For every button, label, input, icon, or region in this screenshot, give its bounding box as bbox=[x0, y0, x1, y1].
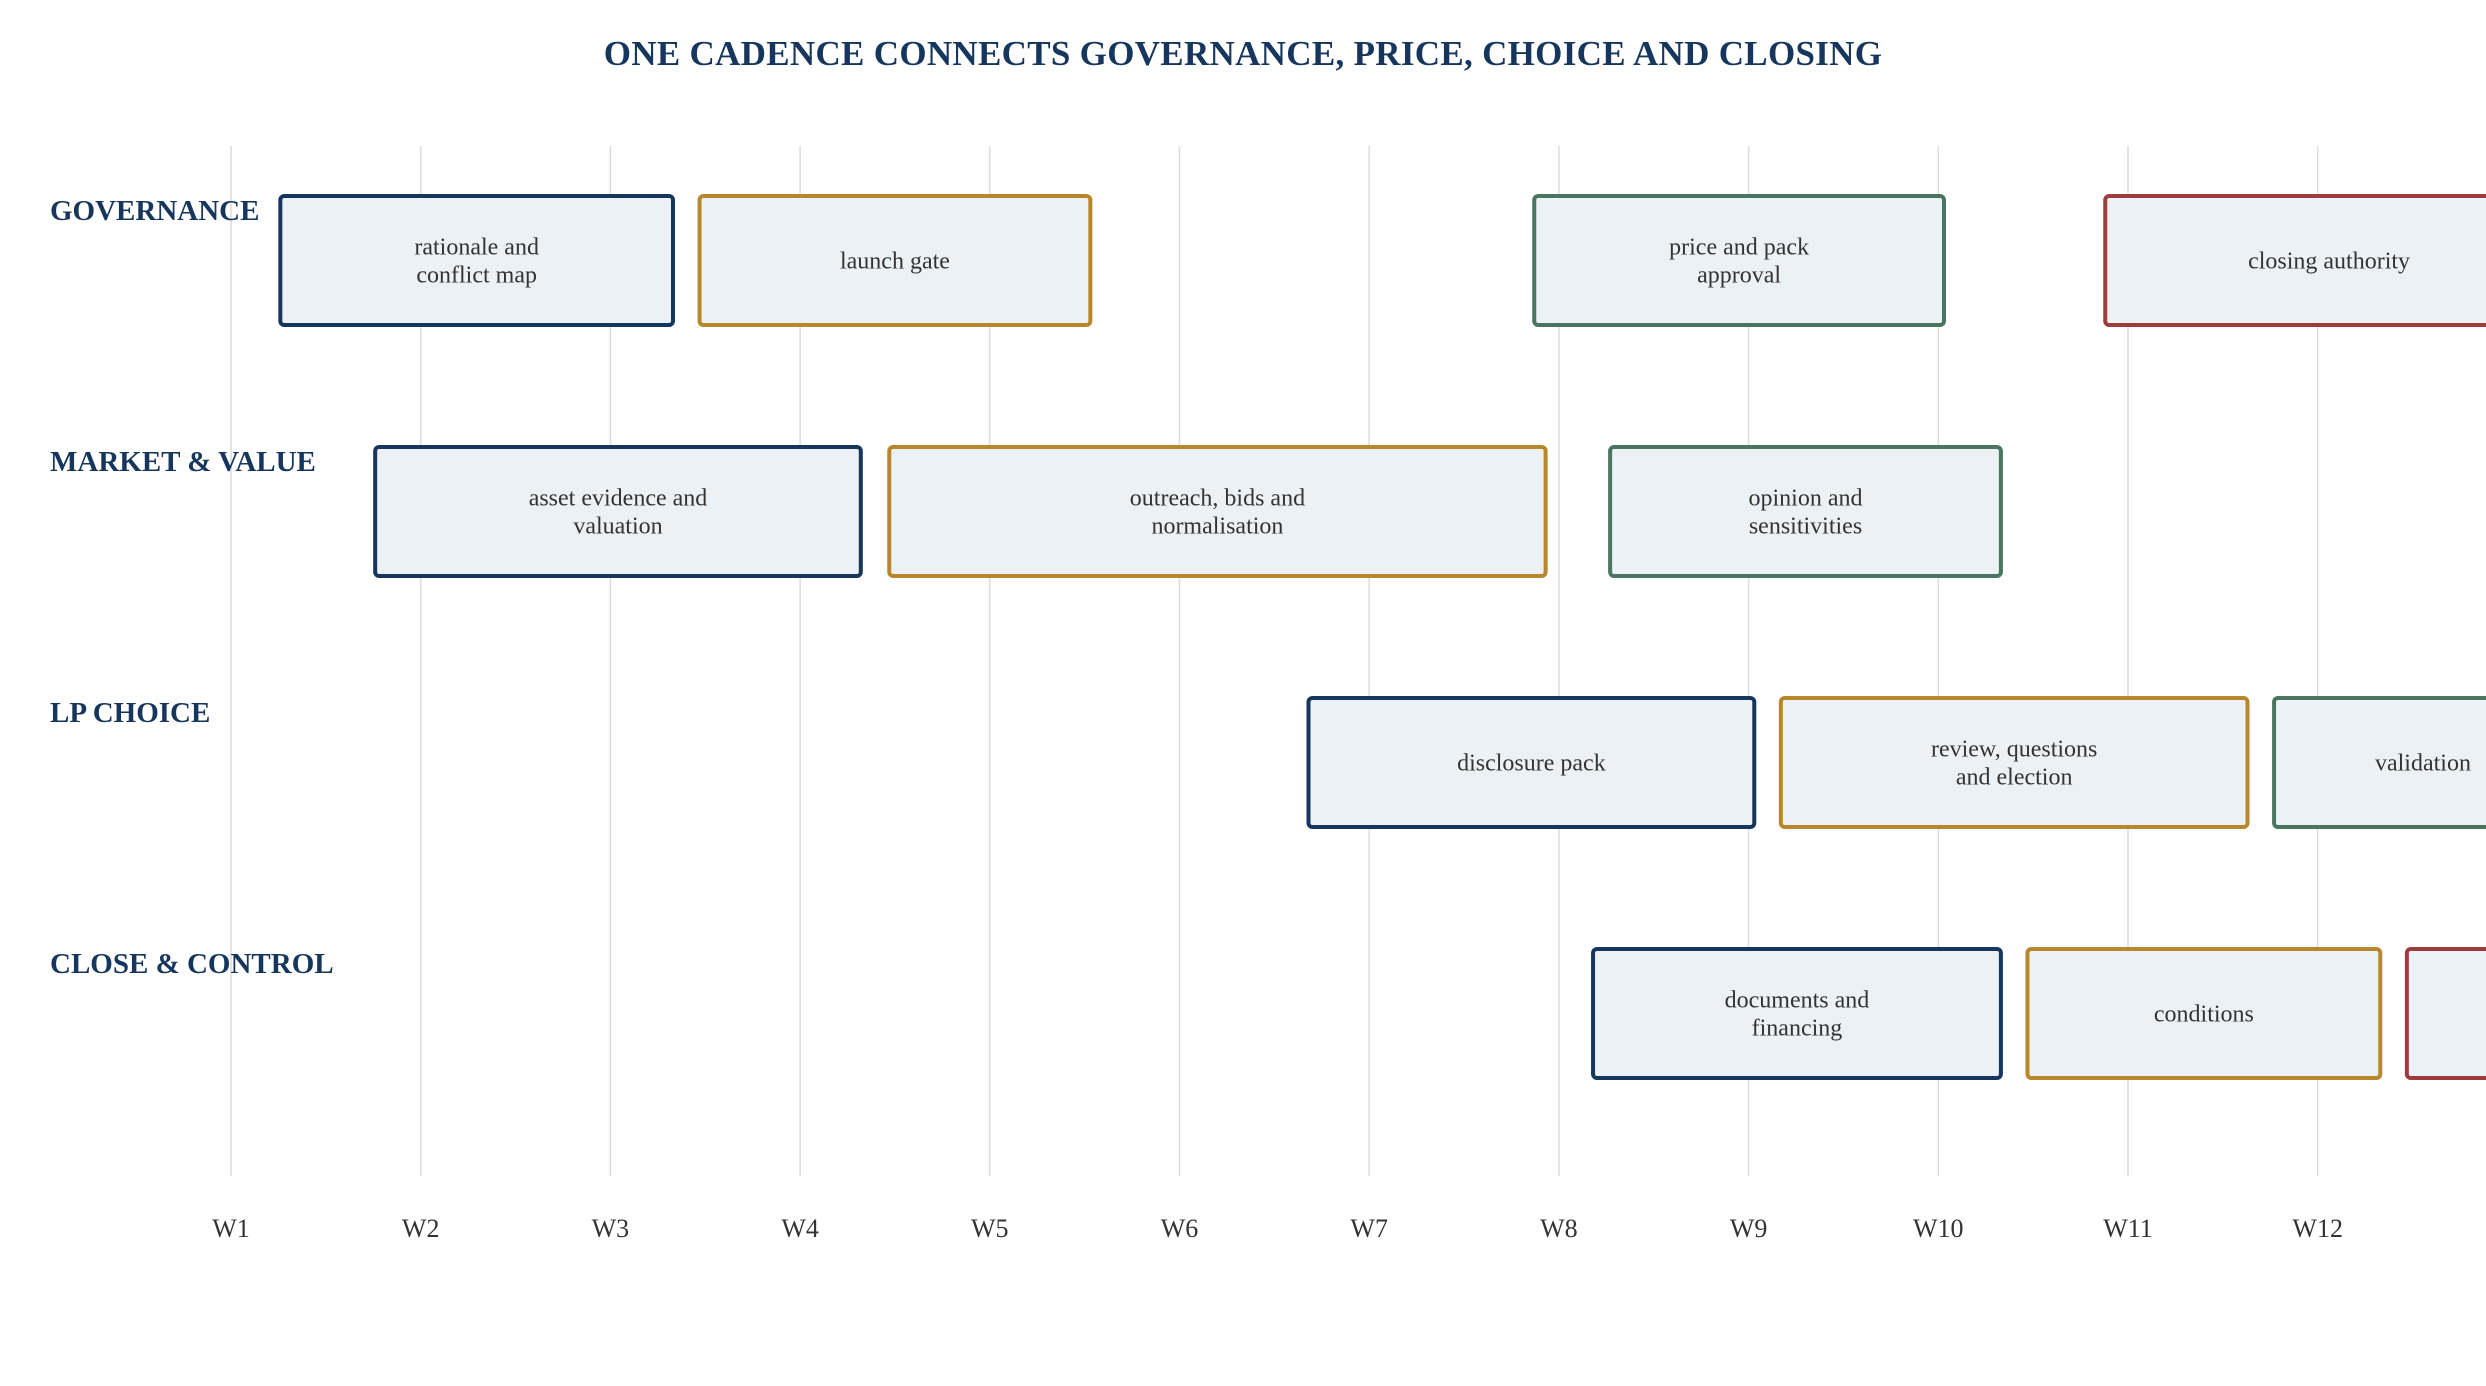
phase-box-frame bbox=[697, 194, 1093, 327]
week-label: W9 bbox=[1730, 1214, 1768, 1243]
phase-box-label: outreach, bids and bbox=[1130, 486, 1305, 512]
lane-label: CLOSE & CONTROL bbox=[50, 948, 334, 980]
week-label: W11 bbox=[2103, 1214, 2153, 1243]
phase-box: validation bbox=[2272, 696, 2486, 829]
phase-box-label: price and pack bbox=[1669, 235, 1809, 261]
phase-box-label: conflict map bbox=[416, 263, 537, 289]
week-label: W3 bbox=[592, 1214, 630, 1243]
phase-box-frame bbox=[1778, 696, 2250, 829]
phase-box-label: launch gate bbox=[840, 249, 950, 275]
lane-label: GOVERNANCE bbox=[50, 195, 259, 227]
phase-box-label: disclosure pack bbox=[1457, 751, 1606, 777]
phase-box: conditions bbox=[2025, 947, 2383, 1080]
week-label: W6 bbox=[1161, 1214, 1199, 1243]
week-label: W10 bbox=[1913, 1214, 1964, 1243]
phase-box: closing authority bbox=[2103, 194, 2486, 327]
phase-box-frame bbox=[1608, 445, 2003, 578]
phase-box-frame bbox=[2404, 947, 2486, 1080]
phase-box-label: documents and bbox=[1725, 988, 1870, 1014]
phase-box-frame bbox=[373, 445, 863, 578]
chart-title: ONE CADENCE CONNECTS GOVERNANCE, PRICE, … bbox=[603, 34, 1883, 73]
phase-box-label: and election bbox=[1956, 765, 2073, 791]
phase-box-label: closing authority bbox=[2248, 249, 2410, 275]
week-label: W5 bbox=[971, 1214, 1009, 1243]
lane-label: MARKET & VALUE bbox=[50, 446, 316, 478]
phase-box: disclosure pack bbox=[1306, 696, 1757, 829]
week-label: W2 bbox=[402, 1214, 440, 1243]
week-label: W4 bbox=[781, 1214, 819, 1243]
phase-box-frame bbox=[278, 194, 676, 327]
phase-box-frame bbox=[1591, 947, 2003, 1080]
phase-box-label: normalisation bbox=[1151, 514, 1283, 540]
week-label: W12 bbox=[2292, 1214, 2343, 1243]
phase-box-frame bbox=[2025, 947, 2383, 1080]
phase-box-label: rationale and bbox=[414, 235, 539, 261]
phase-box-label: asset evidence and bbox=[529, 486, 708, 512]
phase-box-label: sensitivities bbox=[1749, 514, 1862, 540]
phase-box-label: financing bbox=[1752, 1016, 1843, 1042]
phase-box: launch gate bbox=[697, 194, 1093, 327]
phase-box-frame bbox=[1532, 194, 1946, 327]
phase-box-frame bbox=[1306, 696, 1757, 829]
phase-box-frame bbox=[887, 445, 1548, 578]
week-label: W8 bbox=[1540, 1214, 1578, 1243]
phase-box-label: valuation bbox=[573, 514, 662, 540]
phase-box-label: validation bbox=[2375, 751, 2471, 777]
phase-box-frame bbox=[2272, 696, 2486, 829]
phase-box-label: review, questions bbox=[1931, 737, 2097, 763]
phase-box-label: opinion and bbox=[1749, 486, 1863, 512]
phase-box-frame bbox=[2103, 194, 2486, 327]
week-label: W1 bbox=[212, 1214, 250, 1243]
week-label: W7 bbox=[1350, 1214, 1388, 1243]
lane-label: LP CHOICE bbox=[50, 697, 210, 729]
phase-box-label: approval bbox=[1697, 263, 1781, 289]
phase-box: close bbox=[2404, 947, 2486, 1080]
phase-box-label: conditions bbox=[2154, 1002, 2254, 1028]
